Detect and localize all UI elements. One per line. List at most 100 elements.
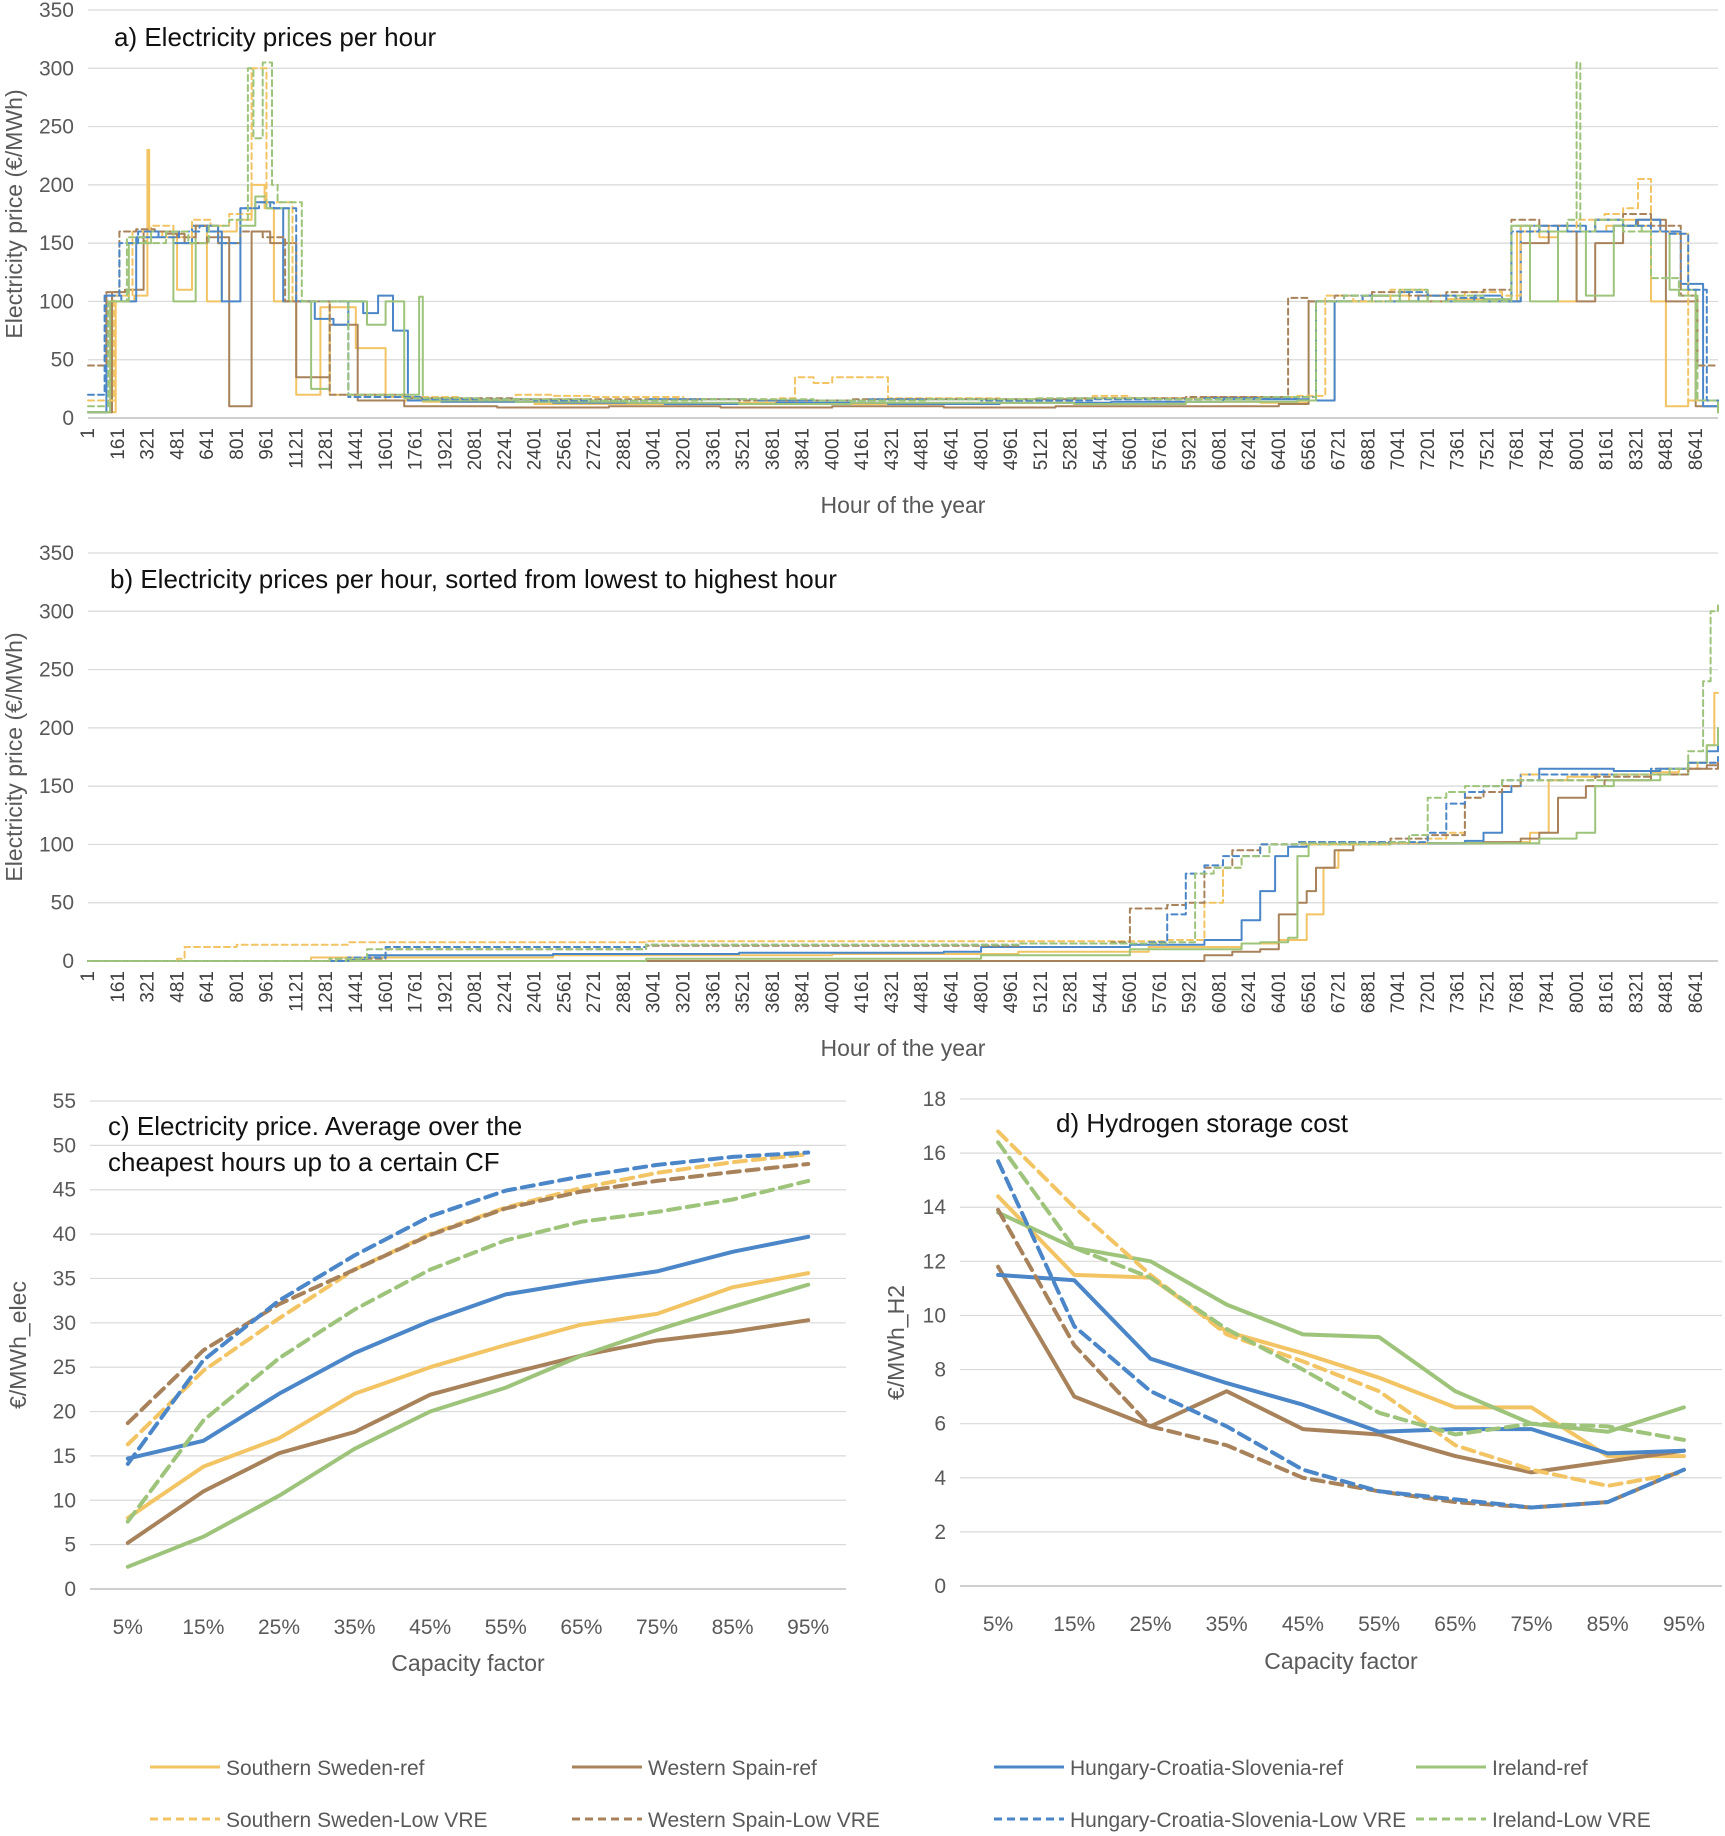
legend-label: Western Spain-ref [648, 1757, 817, 1780]
legend-label: Ireland-Low VRE [1492, 1809, 1651, 1832]
x-tick-label: 1601 [376, 971, 397, 1013]
x-tick-label: 3201 [674, 428, 695, 470]
x-tick-label: 5121 [1031, 971, 1052, 1013]
series-line-ireland-ref [996, 1210, 1686, 1434]
x-tick-label: 2561 [554, 971, 575, 1013]
x-tick-label: 5601 [1120, 971, 1141, 1013]
x-tick-label: 7681 [1507, 971, 1528, 1013]
x-tick-label: 3681 [763, 971, 784, 1013]
series-line-ireland-low-vre [996, 1140, 1686, 1442]
x-tick-label: 481 [167, 971, 188, 1003]
x-tick-label: 7841 [1537, 971, 1558, 1013]
x-tick-label: 3841 [793, 428, 814, 470]
x-tick-label: 801 [227, 428, 248, 460]
y-tick-label: 150 [39, 232, 74, 255]
x-tick-label: 961 [257, 428, 278, 460]
x-tick-label: 7521 [1477, 428, 1498, 470]
x-tick-label: 1921 [435, 428, 456, 470]
y-tick-label: 100 [39, 290, 74, 313]
x-tick-label: 161 [108, 971, 129, 1003]
x-axis-label: Capacity factor [391, 1650, 545, 1676]
x-tick-label: 8321 [1626, 971, 1647, 1013]
series-line-ireland-ref [87, 195, 1719, 414]
x-tick-label: 65% [1434, 1613, 1476, 1636]
y-tick-label: 4 [934, 1467, 946, 1490]
series-line-ireland-low-vre [87, 604, 1719, 962]
y-tick-label: 300 [39, 57, 74, 80]
series-line-hungary-croatia-slovenia-low-vre [87, 201, 1719, 408]
series-line-hungary-croatia-slovenia-ref [87, 744, 1719, 962]
x-tick-label: 5121 [1031, 428, 1052, 470]
x-tick-label: 55% [1358, 1613, 1400, 1636]
x-tick-label: 961 [257, 971, 278, 1003]
y-tick-label: 2 [934, 1521, 946, 1544]
x-tick-label: 5761 [1150, 428, 1171, 470]
y-tick-label: 35 [53, 1267, 76, 1290]
y-axis-label: €/MWh_elec [5, 1281, 31, 1409]
x-tick-label: 1281 [316, 428, 337, 470]
y-tick-label: 0 [62, 407, 74, 430]
y-tick-label: 10 [53, 1489, 76, 1512]
x-tick-label: 6721 [1329, 428, 1350, 470]
y-axis-label: Electricity price (€/MWh) [1, 632, 27, 881]
y-tick-label: 0 [62, 950, 74, 973]
x-tick-label: 6721 [1329, 971, 1350, 1013]
x-tick-label: 6561 [1299, 971, 1320, 1013]
x-tick-label: 25% [1129, 1613, 1171, 1636]
y-tick-label: 14 [923, 1196, 947, 1219]
x-tick-label: 8641 [1686, 428, 1707, 470]
series-line-hungary-croatia-slovenia-ref [996, 1272, 1686, 1456]
series-line-southern-sweden-low-vre [87, 756, 1719, 962]
y-tick-label: 200 [39, 174, 74, 197]
x-tick-label: 2081 [465, 971, 486, 1013]
x-tick-label: 55% [485, 1616, 527, 1639]
x-tick-label: 2881 [614, 971, 635, 1013]
x-tick-label: 1921 [435, 971, 456, 1013]
x-tick-label: 6881 [1358, 971, 1379, 1013]
legend-label: Hungary-Croatia-Slovenia-Low VRE [1070, 1809, 1406, 1832]
x-tick-label: 8481 [1656, 428, 1677, 470]
x-tick-label: 6401 [1269, 428, 1290, 470]
x-tick-label: 4961 [1001, 971, 1022, 1013]
x-tick-label: 5761 [1150, 971, 1171, 1013]
x-tick-label: 6241 [1239, 971, 1260, 1013]
y-tick-label: 250 [39, 659, 74, 682]
x-axis-label: Hour of the year [821, 1035, 986, 1061]
y-tick-label: 12 [923, 1250, 946, 1273]
x-tick-label: 7361 [1448, 971, 1469, 1013]
x-tick-label: 4961 [1001, 428, 1022, 470]
x-tick-label: 6561 [1299, 428, 1320, 470]
y-tick-label: 0 [64, 1578, 76, 1601]
x-tick-label: 3041 [644, 428, 665, 470]
x-tick-label: 1761 [406, 428, 427, 470]
series-line-western-spain-ref [87, 218, 1719, 414]
x-tick-label: 15% [1053, 1613, 1095, 1636]
x-tick-label: 1281 [316, 971, 337, 1013]
x-tick-label: 1601 [376, 428, 397, 470]
x-tick-label: 65% [560, 1616, 602, 1639]
chart-title: cheapest hours up to a certain CF [108, 1147, 500, 1177]
x-tick-label: 4801 [971, 971, 992, 1013]
x-tick-label: 481 [167, 428, 188, 460]
y-axis-label: €/MWh_H2 [883, 1285, 909, 1400]
series-line-ireland-low-vre [125, 1178, 811, 1524]
x-tick-label: 45% [409, 1616, 451, 1639]
series-line-southern-sweden-low-vre [87, 67, 1719, 408]
series-line-southern-sweden-low-vre [996, 1129, 1686, 1488]
x-tick-label: 1 [78, 971, 99, 982]
y-tick-label: 45 [53, 1179, 76, 1202]
series-line-southern-sweden-ref [996, 1194, 1686, 1459]
x-tick-label: 85% [712, 1616, 754, 1639]
legend-label: Western Spain-Low VRE [648, 1809, 880, 1832]
x-tick-label: 2881 [614, 428, 635, 470]
x-tick-label: 1761 [406, 971, 427, 1013]
x-tick-label: 95% [1663, 1613, 1705, 1636]
x-tick-label: 7041 [1388, 428, 1409, 470]
series-line-ireland-low-vre [87, 61, 1719, 408]
legend: Southern Sweden-ref Western Spain-ref Hung… [150, 1757, 1651, 1832]
y-tick-label: 15 [53, 1445, 76, 1468]
x-tick-label: 7201 [1418, 428, 1439, 470]
series-line-ireland-ref [125, 1282, 811, 1569]
x-tick-label: 5441 [1090, 428, 1111, 470]
